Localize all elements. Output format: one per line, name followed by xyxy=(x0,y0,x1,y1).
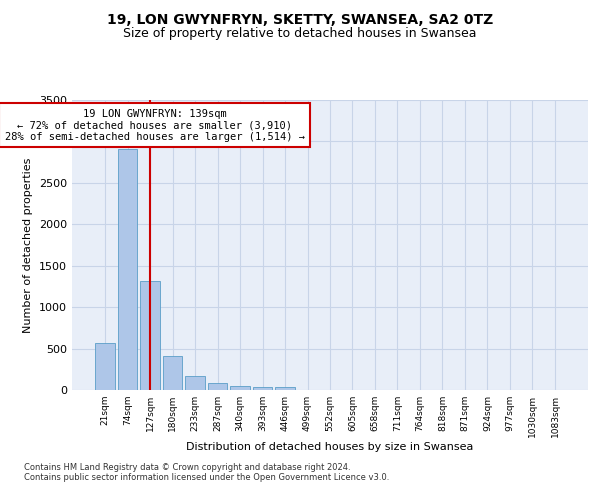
Bar xyxy=(140,280,160,390)
Bar xyxy=(185,376,205,390)
Text: 19, LON GWYNFRYN, SKETTY, SWANSEA, SA2 0TZ: 19, LON GWYNFRYN, SKETTY, SWANSEA, SA2 0… xyxy=(107,12,493,26)
Text: Contains HM Land Registry data © Crown copyright and database right 2024.: Contains HM Land Registry data © Crown c… xyxy=(24,464,350,472)
Text: Contains public sector information licensed under the Open Government Licence v3: Contains public sector information licen… xyxy=(24,474,389,482)
Text: Distribution of detached houses by size in Swansea: Distribution of detached houses by size … xyxy=(187,442,473,452)
Bar xyxy=(275,387,295,390)
Bar xyxy=(118,149,137,390)
Bar xyxy=(163,356,182,390)
Bar xyxy=(253,386,272,390)
Text: 19 LON GWYNFRYN: 139sqm
← 72% of detached houses are smaller (3,910)
28% of semi: 19 LON GWYNFRYN: 139sqm ← 72% of detache… xyxy=(5,108,305,142)
Bar xyxy=(95,343,115,390)
Text: Size of property relative to detached houses in Swansea: Size of property relative to detached ho… xyxy=(123,28,477,40)
Bar xyxy=(230,386,250,390)
Y-axis label: Number of detached properties: Number of detached properties xyxy=(23,158,34,332)
Bar xyxy=(208,384,227,390)
